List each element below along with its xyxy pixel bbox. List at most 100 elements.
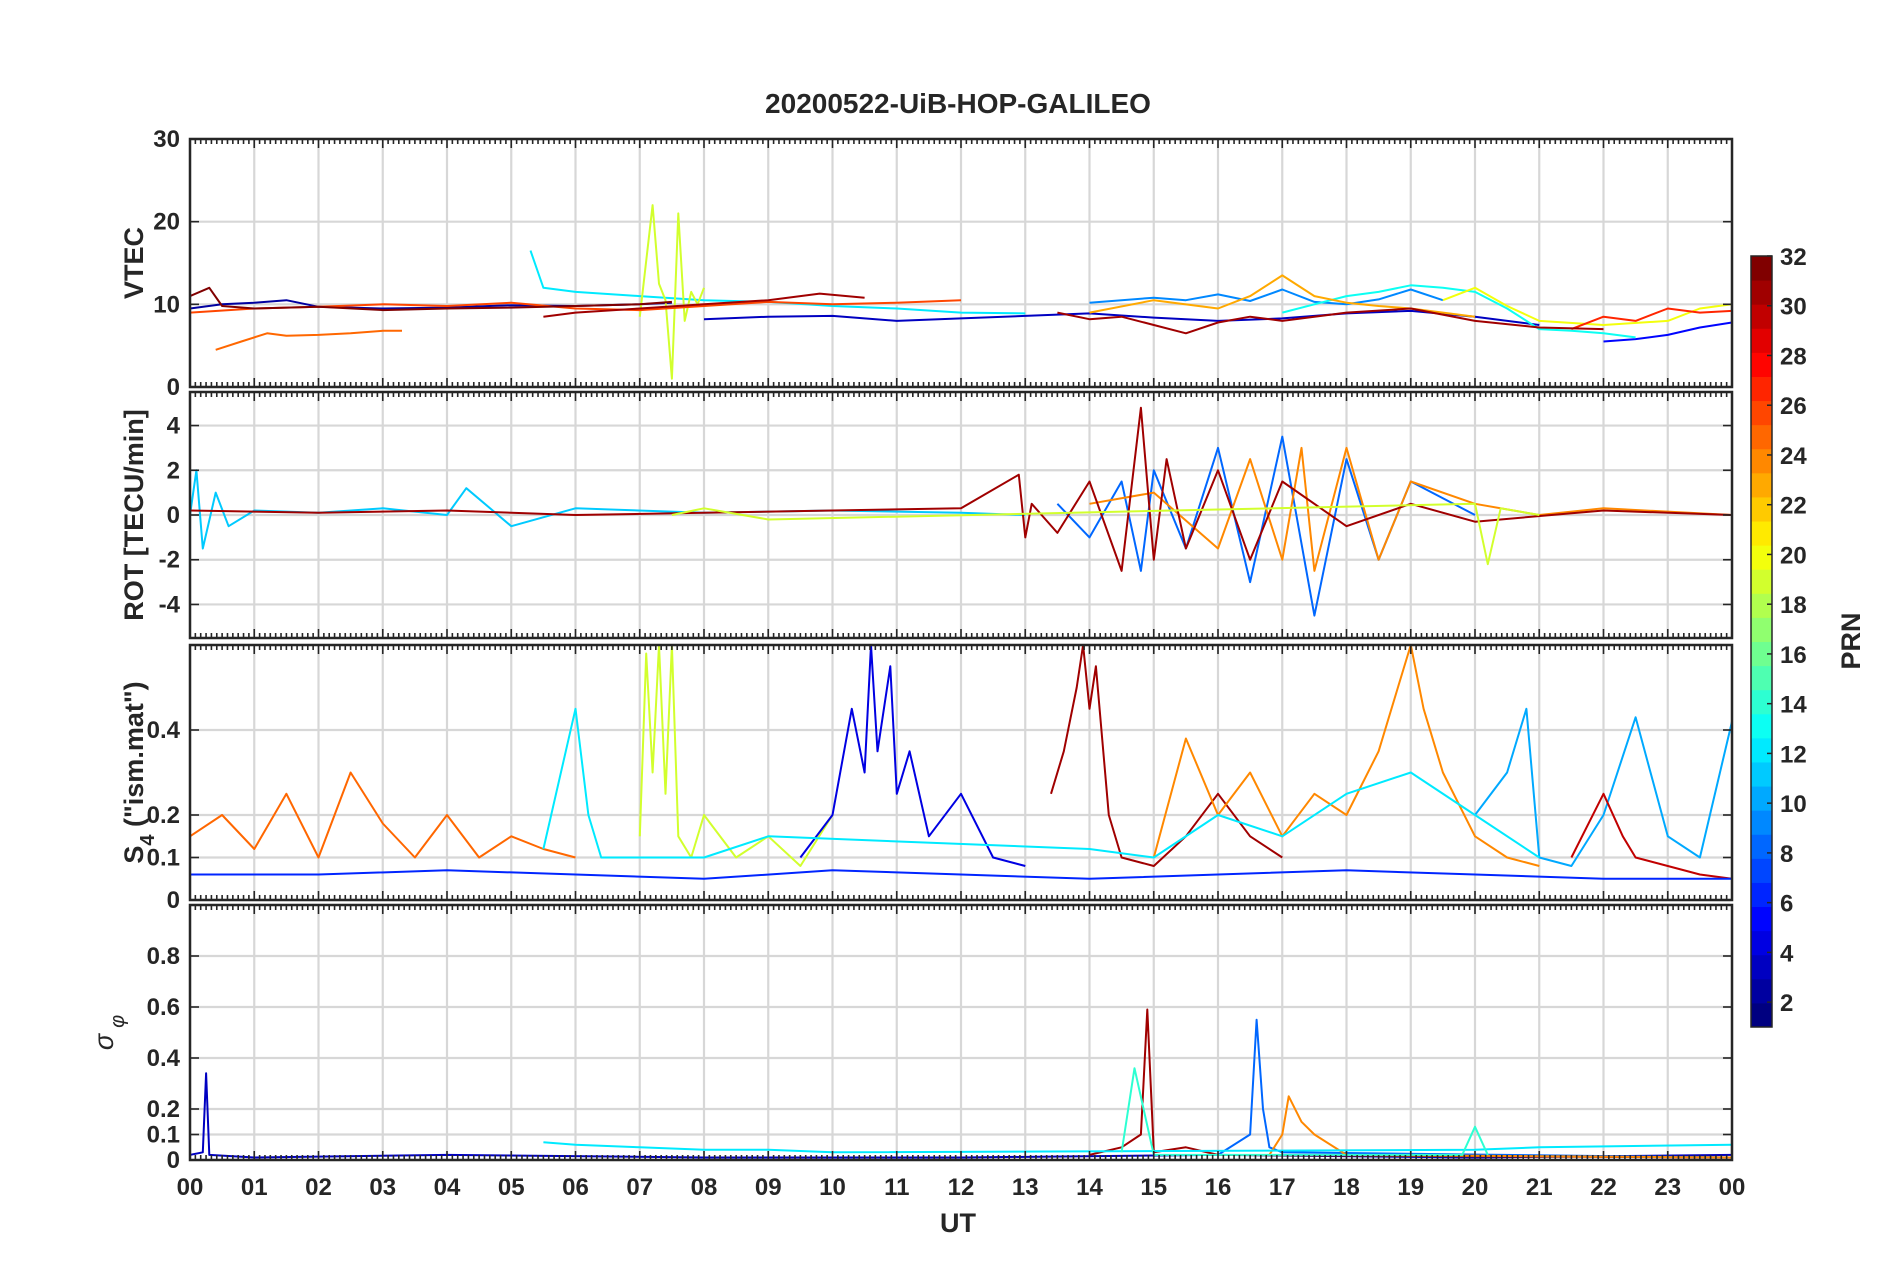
x-tick-label: 08 <box>691 1174 718 1201</box>
rot-series-line <box>190 406 1732 572</box>
colorbar-tick-label: 24 <box>1780 443 1807 470</box>
sigma-phi-series-line <box>1120 1067 1489 1156</box>
colorbar-tick-label: 32 <box>1780 244 1807 271</box>
colorbar-swatch <box>1751 376 1772 402</box>
colorbar-swatch <box>1751 713 1772 739</box>
vtec-series-line <box>638 204 705 380</box>
s4-y-tick-label: 0.4 <box>147 717 181 744</box>
colorbar-swatch <box>1751 472 1772 498</box>
colorbar-frame <box>1750 255 1773 1028</box>
x-tick-label: 05 <box>498 1174 525 1201</box>
rot-y-tick-label: -2 <box>159 547 180 574</box>
sigma-phi-y-tick-label: 0.1 <box>147 1122 180 1149</box>
colorbar-swatch <box>1751 978 1772 1004</box>
colorbar-swatch <box>1751 761 1772 787</box>
s4-series-line <box>1474 707 1732 867</box>
sigma-phi-y-tick-label: 0.2 <box>147 1096 180 1123</box>
x-tick-label: 02 <box>305 1174 332 1201</box>
colorbar-swatch <box>1751 954 1772 980</box>
colorbar-swatch <box>1751 545 1772 570</box>
colorbar-swatch <box>1751 786 1772 811</box>
s4-series-group <box>190 645 1732 880</box>
x-tick-label: 09 <box>755 1174 782 1201</box>
rot-y-tick-label: -4 <box>159 591 181 618</box>
colorbar-tick-label: 12 <box>1780 741 1807 768</box>
sigma-phi-panel: 00.10.2 0.4 0.6 0.8 σφ <box>89 903 1734 1174</box>
x-tick-label: 00 <box>177 1174 204 1201</box>
rot-y-tick-label: 4 <box>167 413 181 440</box>
colorbar-tick-label: 10 <box>1780 791 1807 818</box>
vtec-series-line <box>703 309 1540 326</box>
x-tick-label: 04 <box>434 1174 461 1201</box>
colorbar-swatch <box>1751 834 1772 859</box>
sigma-phi-series-line <box>1089 1008 1732 1159</box>
colorbar-swatch <box>1751 665 1772 691</box>
sigma-phi-series-line <box>543 1141 1732 1154</box>
s4-panel: 0 0.1 0.2 0.4S4 ("ism.mat") <box>119 643 1734 914</box>
colorbar-tick-label: 6 <box>1780 891 1793 918</box>
rot-y-tick-label: 2 <box>167 457 180 484</box>
colorbar-swatch <box>1751 906 1772 932</box>
rot-y-axis-title: ROT [TECU/min] <box>119 409 149 620</box>
x-tick-label: 20 <box>1462 1174 1489 1201</box>
colorbar-swatch <box>1751 256 1772 281</box>
rot-series-group <box>190 406 1732 617</box>
s4-series-line <box>190 869 1732 880</box>
colorbar-swatch <box>1751 810 1772 835</box>
x-tick-label: 13 <box>1012 1174 1039 1201</box>
x-tick-label: 14 <box>1076 1174 1103 1201</box>
colorbar-swatch <box>1751 400 1772 426</box>
s4-y-tick-label: 0.2 <box>147 802 180 829</box>
colorbar-swatch <box>1751 352 1772 377</box>
colorbar-tick-label: 26 <box>1780 393 1807 420</box>
x-tick-label: 23 <box>1654 1174 1681 1201</box>
x-tick-label: 21 <box>1526 1174 1553 1201</box>
colorbar-tick-label: 2 <box>1780 990 1793 1017</box>
shared-x-axis: 00 01 02 03 04 05 06 07 08 09 10 11 12 13 14 15 16 17 18 19… <box>177 1174 1746 1201</box>
x-tick-label: 16 <box>1205 1174 1232 1201</box>
colorbar-swatch <box>1751 1002 1772 1028</box>
colorbar-tick-label: 4 <box>1780 940 1794 967</box>
rot-y-tick-label: 0 <box>167 502 180 529</box>
s4-series-line <box>542 707 1540 859</box>
x-tick-label: 12 <box>948 1174 975 1201</box>
colorbar-swatch <box>1751 328 1772 353</box>
s4-series-line <box>799 645 1026 867</box>
colorbar-tick-label: 18 <box>1780 592 1807 619</box>
vtec-series-group <box>190 204 1732 380</box>
sigma-phi-y-tick-label: 0.8 <box>147 943 180 970</box>
colorbar-swatch <box>1751 424 1772 450</box>
colorbar-tick-label: 28 <box>1780 343 1807 370</box>
vtec-series-line <box>1442 286 1732 326</box>
s4-series-line <box>190 771 576 859</box>
colorbar-swatch <box>1751 737 1772 763</box>
s4-series-line <box>1050 645 1283 867</box>
s4-y-tick-label: 0.1 <box>147 845 180 872</box>
x-tick-label: 15 <box>1140 1174 1167 1201</box>
vtec-series-line <box>1089 288 1444 306</box>
x-tick-label: 18 <box>1333 1174 1360 1201</box>
x-tick-label: 17 <box>1269 1174 1296 1201</box>
colorbar-tick-label: 16 <box>1780 642 1807 669</box>
vtec-series-line <box>215 329 402 351</box>
vtec-series-line <box>543 292 865 318</box>
colorbar-swatch <box>1751 689 1772 715</box>
rot-series-line <box>671 502 1540 566</box>
vtec-y-tick-label: 0 <box>167 374 180 401</box>
vtec-panel: 0 10 20 30 VTEC <box>119 126 1734 401</box>
s4-series-line <box>1570 792 1732 880</box>
colorbar-tick-label: 20 <box>1780 542 1807 569</box>
sigma-phi-y-tick-label: 0 <box>167 1147 180 1174</box>
x-tick-label: 07 <box>626 1174 653 1201</box>
x-tick-label: 19 <box>1397 1174 1424 1201</box>
colorbar-swatch <box>1751 521 1772 546</box>
vtec-series-line <box>1057 307 1604 335</box>
vtec-y-tick-label: 10 <box>153 291 180 318</box>
sigma-phi-y-tick-label: 0.4 <box>147 1045 181 1072</box>
colorbar-swatch <box>1751 569 1772 594</box>
s4-y-axis-title: S4 ("ism.mat") <box>119 681 159 863</box>
vtec-y-axis-title: VTEC <box>119 227 149 299</box>
colorbar-swatch <box>1751 858 1772 883</box>
